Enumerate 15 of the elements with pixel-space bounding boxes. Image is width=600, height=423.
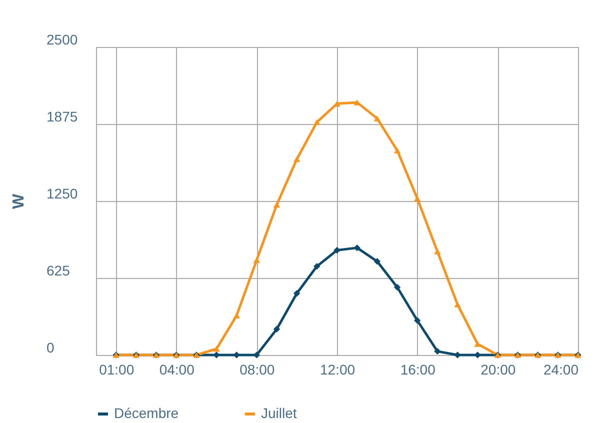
x-tick-label: 04:00 [159,362,195,378]
x-tick-label: 08:00 [240,362,275,378]
x-tick-label: 12:00 [320,362,356,378]
legend-label: Juillet [261,405,297,421]
x-tick-label: 20:00 [480,362,516,378]
x-tick-label: 24:00 [543,362,579,378]
y-tick-label: 2500 [46,32,78,48]
x-tick-label: 16:00 [400,362,436,378]
x-tick-label: 01:00 [99,362,134,378]
y-axis-title: W [10,193,28,210]
y-tick-label: 1250 [46,186,78,202]
y-tick-label: 625 [46,262,70,278]
y-tick-label: 1875 [46,108,78,124]
legend-label: Décembre [114,405,179,421]
y-tick-label: 0 [46,340,54,356]
